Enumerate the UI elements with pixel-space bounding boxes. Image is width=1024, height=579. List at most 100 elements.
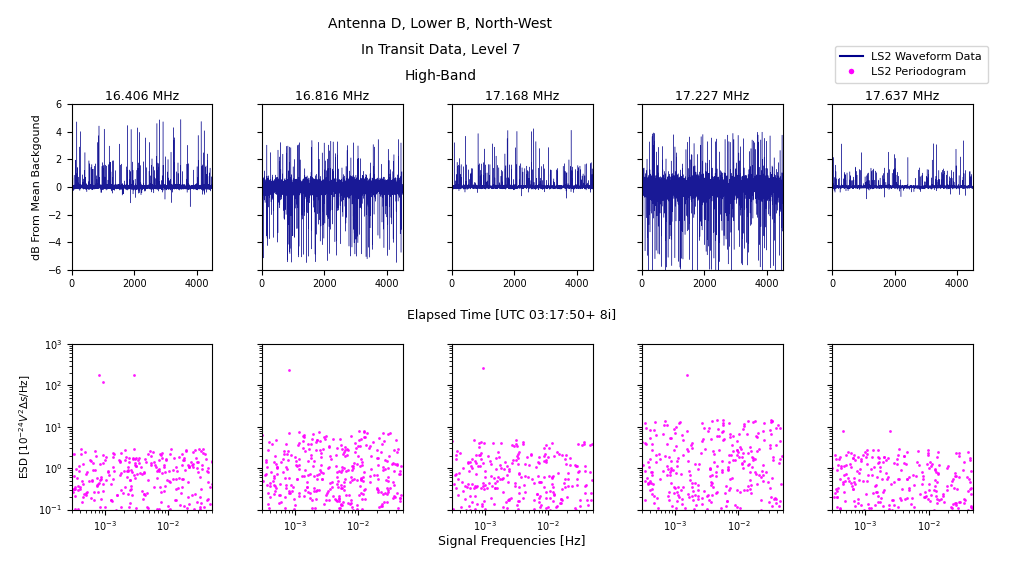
Title: 17.168 MHz: 17.168 MHz: [485, 90, 559, 103]
Point: [702, 435, 719, 444]
Point: [124, 490, 140, 500]
Point: [349, 501, 366, 510]
Point: [177, 466, 194, 475]
Point: [306, 472, 323, 481]
Point: [160, 501, 176, 510]
Point: [928, 491, 944, 500]
Point: [963, 502, 979, 511]
Point: [674, 499, 690, 508]
Point: [337, 506, 353, 515]
Point: [492, 460, 508, 469]
Point: [186, 446, 203, 455]
Point: [470, 443, 486, 452]
Point: [117, 482, 133, 492]
Point: [763, 418, 779, 427]
Point: [963, 490, 979, 499]
Point: [468, 450, 484, 460]
Point: [369, 483, 385, 493]
Point: [671, 482, 687, 492]
Point: [122, 499, 138, 508]
Point: [828, 486, 845, 496]
Point: [87, 465, 103, 474]
Point: [770, 421, 786, 430]
Point: [891, 445, 907, 454]
Point: [125, 453, 141, 463]
Point: [860, 503, 877, 512]
Point: [682, 475, 698, 485]
Point: [105, 449, 122, 459]
Point: [577, 488, 593, 497]
Point: [511, 482, 527, 492]
Point: [289, 461, 305, 471]
Point: [271, 498, 288, 507]
Point: [173, 475, 189, 484]
Point: [352, 474, 369, 483]
Point: [860, 471, 877, 480]
Point: [870, 458, 887, 467]
Point: [158, 456, 174, 465]
Point: [355, 508, 372, 518]
Point: [81, 476, 97, 485]
Point: [127, 454, 143, 463]
Point: [339, 445, 355, 454]
Point: [80, 508, 96, 517]
Point: [891, 474, 907, 483]
Point: [649, 493, 666, 503]
Point: [387, 493, 403, 502]
Point: [955, 499, 972, 508]
Point: [281, 473, 297, 482]
Point: [755, 477, 771, 486]
Point: [189, 457, 206, 466]
Point: [644, 485, 660, 494]
Point: [345, 505, 361, 515]
Point: [281, 456, 297, 465]
Point: [189, 463, 206, 472]
Point: [472, 461, 488, 470]
Point: [86, 496, 102, 505]
Point: [913, 468, 930, 477]
Point: [501, 467, 517, 476]
Point: [912, 489, 929, 499]
Point: [79, 468, 95, 477]
Point: [715, 415, 731, 424]
Point: [475, 363, 492, 372]
Point: [509, 501, 525, 510]
Point: [451, 490, 467, 500]
Point: [560, 474, 577, 483]
Point: [178, 446, 195, 456]
Point: [142, 458, 159, 467]
Point: [893, 496, 909, 505]
Point: [666, 483, 682, 492]
Point: [122, 485, 138, 494]
Point: [708, 489, 724, 498]
Point: [127, 460, 143, 470]
Point: [296, 472, 312, 481]
Point: [700, 424, 717, 433]
Point: [446, 471, 463, 480]
Point: [855, 450, 871, 459]
Point: [906, 503, 923, 512]
Point: [537, 457, 553, 466]
Point: [836, 461, 852, 470]
Point: [313, 448, 330, 457]
Point: [123, 482, 139, 491]
Point: [763, 492, 779, 501]
Point: [727, 456, 743, 465]
Point: [679, 490, 695, 499]
Point: [381, 483, 397, 493]
Point: [569, 481, 586, 490]
Point: [899, 447, 915, 456]
Point: [881, 500, 897, 510]
Point: [308, 470, 325, 479]
Point: [471, 450, 487, 460]
Point: [668, 422, 684, 431]
Point: [315, 500, 332, 509]
Point: [474, 481, 490, 490]
Point: [538, 503, 554, 512]
Point: [153, 497, 169, 507]
Point: [71, 461, 87, 471]
Point: [926, 505, 942, 514]
Point: [336, 481, 352, 490]
Point: [684, 478, 700, 488]
Point: [344, 465, 360, 474]
